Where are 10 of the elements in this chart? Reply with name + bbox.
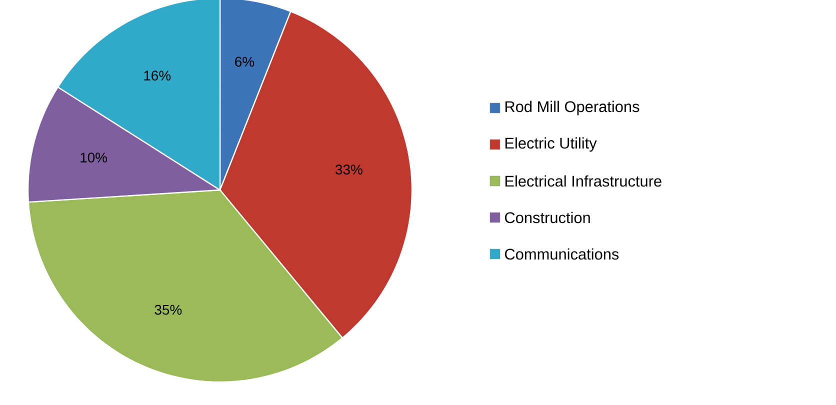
data-label: 16% (144, 70, 171, 81)
data-label: 10% (80, 152, 108, 162)
legend-label: Electrical Infrastructure (505, 175, 662, 187)
data-label: 6% (235, 56, 254, 67)
legend-label: Electric Utility (505, 137, 597, 152)
legend-label: Rod Mill Operations (505, 100, 640, 116)
data-label: 35% (154, 304, 182, 315)
legend-label: Communications (504, 248, 619, 260)
legend-label: Construction (504, 212, 590, 224)
data-label: 33% (336, 164, 362, 175)
